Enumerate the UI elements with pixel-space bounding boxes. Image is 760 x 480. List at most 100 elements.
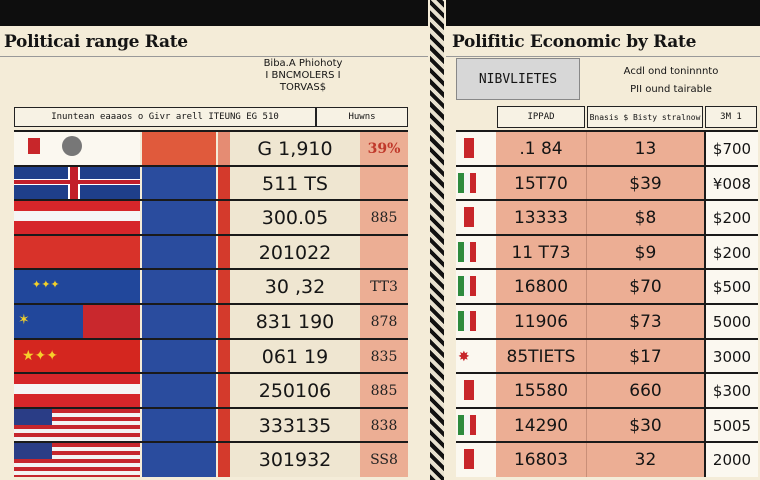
flag-part [14, 305, 84, 339]
red-flag [456, 201, 496, 235]
emblem-tile [142, 167, 216, 201]
emblem-tile [142, 305, 216, 339]
table-row: 13333 $8 $200 [456, 199, 758, 235]
table-row: 511 TS [14, 165, 408, 201]
table-row: ✦✦✦ 30 ,32 TT3 [14, 268, 408, 304]
rate-value: 061 19 [230, 340, 360, 374]
value-c: 5000 [704, 305, 758, 339]
value-c: 3000 [704, 340, 758, 374]
value-b: 13 [586, 132, 704, 166]
right-header-top-line: PII ound tairable [630, 84, 712, 95]
italy-flag [456, 305, 496, 339]
value-c: $500 [704, 270, 758, 304]
table-row: 16800 $70 $500 [456, 268, 758, 304]
right-col-header-c: 3M 1 [705, 106, 757, 128]
rate-percent [360, 167, 408, 201]
china-flag: ★✦✦ [14, 340, 140, 374]
rate-value: 300.05 [230, 201, 360, 235]
left-title-divider [0, 56, 428, 57]
rate-value: 301932 [230, 443, 360, 477]
accent-stripe [218, 443, 230, 477]
table-row: .1 84 13 $700 [456, 130, 758, 166]
eu-star-icon: ✶ [18, 311, 30, 327]
value-a: 16803 [496, 443, 586, 477]
value-b: 32 [586, 443, 704, 477]
value-c: ¥008 [704, 167, 758, 201]
rate-value: 201022 [230, 236, 360, 270]
rate-percent: 39% [360, 132, 408, 166]
table-row: 333135 838 [14, 407, 408, 443]
value-c: 2000 [704, 443, 758, 477]
china-star-icon: ✸ [458, 348, 470, 364]
emblem-tile [142, 409, 216, 443]
left-title: Politicai range Rate [4, 32, 188, 52]
right-header-top-line: Acdl ond toninnnto [623, 66, 719, 77]
emblem-tile [142, 443, 216, 477]
italy-flag [456, 409, 496, 443]
china-stars-icon: ★✦✦ [22, 347, 59, 363]
emblem-tile [142, 201, 216, 235]
table-row: 15580 660 $300 [456, 372, 758, 408]
accent-stripe [218, 236, 230, 270]
flag-part [470, 415, 476, 435]
red-flag [456, 132, 496, 166]
flag-part [470, 242, 476, 262]
italy-flag [456, 236, 496, 270]
usa-flag [14, 409, 140, 443]
left-subtitle-line: Biba.A Phiohoty [263, 58, 343, 69]
china-flag: ✸ [456, 340, 496, 374]
value-a: 11 T73 [496, 236, 586, 270]
right-title: Polifitic Economic by Rate [452, 32, 697, 52]
value-b: $9 [586, 236, 704, 270]
value-a: 15T70 [496, 167, 586, 201]
emblem-tile [142, 132, 216, 166]
left-header-main: Inuntean eaaaos o Givr arell ITEUNG EG 5… [14, 107, 316, 127]
flag-part [470, 276, 476, 296]
table-row: 14290 $30 5005 [456, 407, 758, 443]
uk-flag [14, 167, 140, 201]
flag-part [464, 311, 470, 331]
table-row: 11 T73 $9 $200 [456, 234, 758, 270]
value-a: 11906 [496, 305, 586, 339]
right-header-top: Acdl ond toninnnto PII ound tairable [584, 63, 758, 99]
flag-part [458, 415, 464, 435]
value-b: $8 [586, 201, 704, 235]
table-row: 11906 $73 5000 [456, 303, 758, 339]
table-row: ✸ 85TIETS $17 3000 [456, 338, 758, 374]
accent-stripe [218, 132, 230, 166]
right-gray-box: NIBVLIETES [456, 58, 580, 100]
value-a: 13333 [496, 201, 586, 235]
accent-stripe [218, 409, 230, 443]
flag-part [464, 138, 474, 158]
accent-stripe [218, 305, 230, 339]
rate-value: 30 ,32 [230, 270, 360, 304]
table-row: 250106 885 [14, 372, 408, 408]
table-row: 300.05 885 [14, 199, 408, 235]
flag-part [14, 409, 52, 425]
icon-flag [14, 132, 140, 166]
italy-flag [456, 270, 496, 304]
red-white-flag [14, 201, 140, 235]
red-flag [14, 236, 140, 270]
left-subtitle-line: TORVAS$ [279, 82, 327, 93]
center-divider [430, 0, 444, 480]
flag-part [70, 167, 78, 201]
rate-percent [360, 236, 408, 270]
value-c: $200 [704, 201, 758, 235]
value-a: .1 84 [496, 132, 586, 166]
left-subtitle: Biba.A Phiohoty I BNCMOLERS I TORVAS$ [238, 58, 368, 94]
table-row: ✶ 831 190 878 [14, 303, 408, 339]
accent-stripe [218, 167, 230, 201]
accent-stripe [218, 340, 230, 374]
value-b: $70 [586, 270, 704, 304]
right-title-divider [446, 56, 760, 57]
flag-part [14, 384, 140, 394]
left-header-right: Huwns [316, 107, 408, 127]
rate-percent: TT3 [360, 270, 408, 304]
right-col-header-b: Bnasis $ Bisty stralnow [587, 106, 703, 128]
flag-part [464, 207, 474, 227]
emblem-tile [142, 270, 216, 304]
emblem-tile [142, 236, 216, 270]
value-c: $200 [704, 236, 758, 270]
eu-flag-stripes: ✶ [14, 305, 140, 339]
